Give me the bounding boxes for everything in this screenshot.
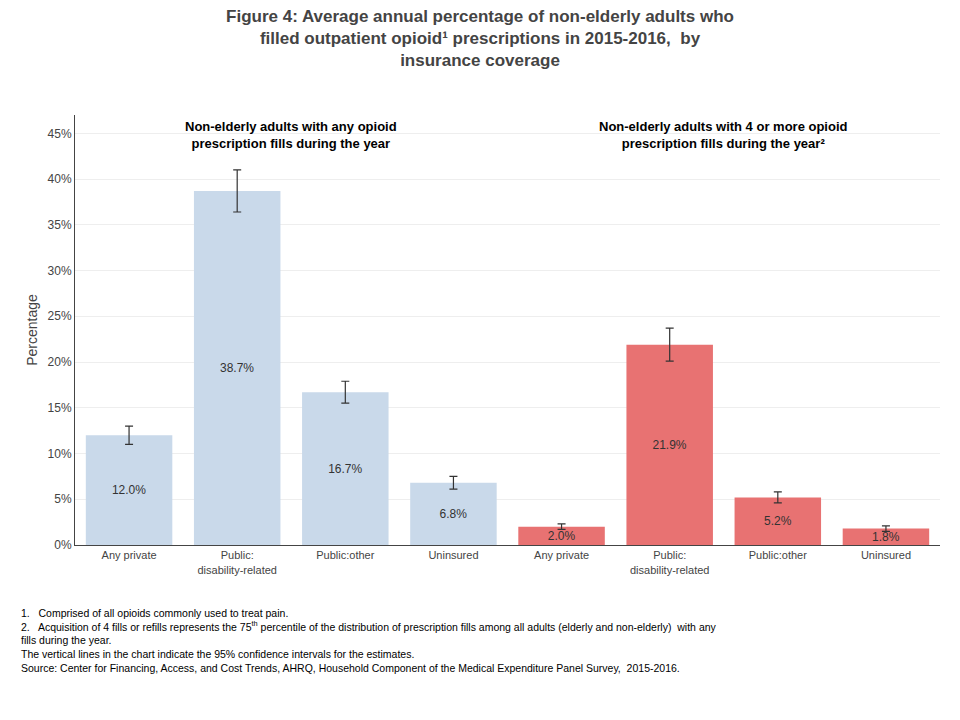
svg-text:6.8%: 6.8% [440,507,468,521]
svg-text:1.8%: 1.8% [872,530,900,544]
svg-text:5%: 5% [54,492,72,506]
svg-text:1. Comprised of all opioids: 1. Comprised of all opioids commonly use… [21,607,717,674]
svg-text:45%: 45% [48,127,72,141]
svg-text:Figure 4: Average annual perce: Figure 4: Average annual percentage of n… [226,7,734,70]
svg-text:Public:other: Public:other [316,549,374,561]
svg-text:Public:other: Public:other [749,549,807,561]
svg-text:25%: 25% [48,309,72,323]
svg-text:38.7%: 38.7% [220,361,254,375]
svg-text:Percentage: Percentage [24,294,40,366]
svg-text:30%: 30% [48,264,72,278]
svg-text:Public:disability-related: Public:disability-related [197,549,276,575]
svg-text:5.2%: 5.2% [764,514,792,528]
svg-text:20%: 20% [48,355,72,369]
svg-text:21.9%: 21.9% [653,438,687,452]
svg-text:Uninsured: Uninsured [428,549,478,561]
svg-text:15%: 15% [48,401,72,415]
svg-text:Non-elderly adults with 4 or m: Non-elderly adults with 4 or more opioid… [599,119,848,151]
svg-text:10%: 10% [48,447,72,461]
svg-text:16.7%: 16.7% [328,462,362,476]
svg-text:Uninsured: Uninsured [861,549,911,561]
svg-text:35%: 35% [48,218,72,232]
svg-text:Public:disability-related: Public:disability-related [630,549,709,575]
svg-text:Any private: Any private [534,549,589,561]
svg-text:Non-elderly adults with any op: Non-elderly adults with any opioidprescr… [185,119,397,151]
svg-text:12.0%: 12.0% [112,483,146,497]
svg-text:40%: 40% [48,172,72,186]
svg-text:0%: 0% [54,538,72,552]
svg-text:Any private: Any private [102,549,157,561]
svg-text:2.0%: 2.0% [548,529,576,543]
